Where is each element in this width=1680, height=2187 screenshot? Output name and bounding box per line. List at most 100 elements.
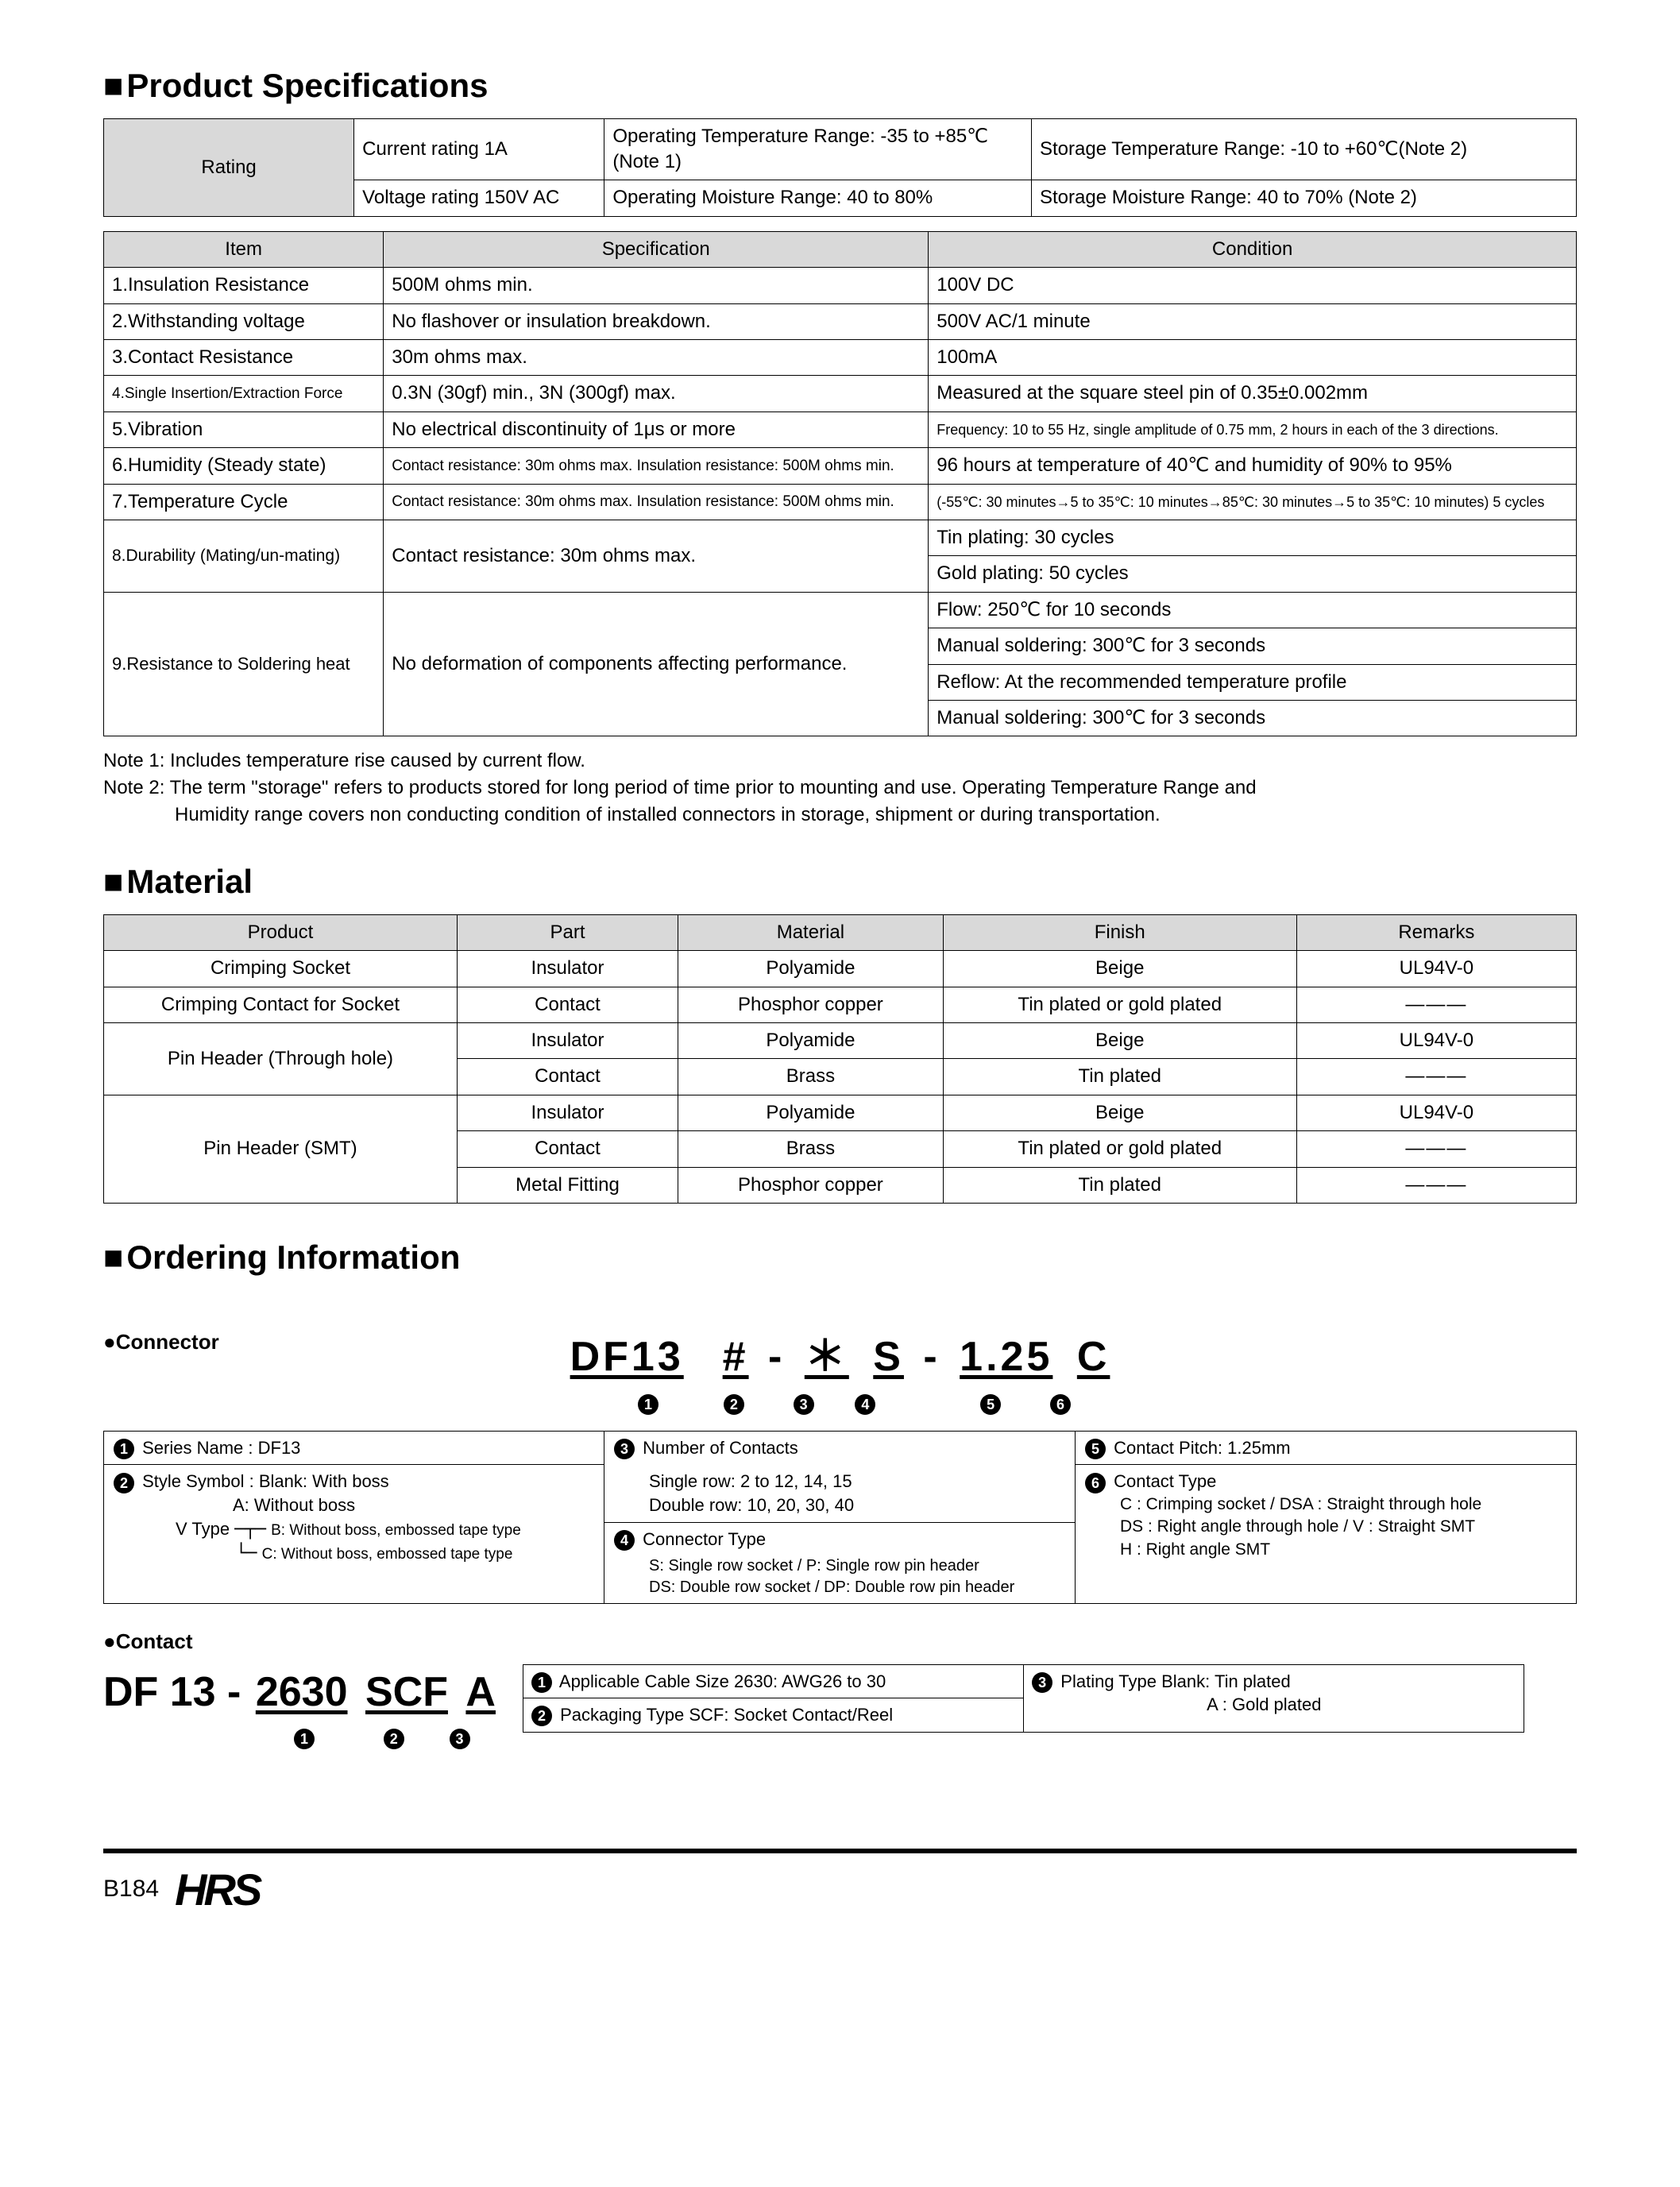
cell: 2 Packaging Type SCF: Socket Contact/Ree… [523,1698,1023,1733]
cell: 100V DC [929,268,1577,303]
subheading-contact: ●Contact [103,1628,1577,1656]
cell: 0.3N (30gf) min., 3N (300gf) max. [384,376,929,412]
cell: 2 Style Symbol : Blank: With boss A: Wit… [104,1465,604,1603]
cell: Metal Fitting [457,1167,678,1203]
note2a: Note 2: The term "storage" refers to pro… [103,775,1577,802]
section-product-spec: ■Product Specifications Rating Current r… [103,64,1577,828]
contact-code: DF 13 - 2630 SCF A 1 2 3 [103,1664,499,1753]
cell: Tin plating: 30 cycles [929,520,1577,555]
cell: Crimping Socket [104,951,458,987]
cell: ——— [1296,987,1576,1022]
section-ordering: ■Ordering Information ●Connector DF13 # … [103,1235,1577,1753]
cell: 500M ohms min. [384,268,929,303]
cell: Voltage rating 150V AC [354,180,604,216]
cell: Gold plating: 50 cycles [929,556,1577,592]
connector-code-numbers: 1 2 3 4 5 6 [103,1388,1577,1418]
cell: UL94V-0 [1296,1022,1576,1058]
contact-info-table: 1 Applicable Cable Size 2630: AWG26 to 3… [523,1664,1524,1733]
cell: Insulator [457,951,678,987]
heading: ■Ordering Information [103,1235,1577,1281]
cell: Manual soldering: 300℃ for 3 seconds [929,700,1577,736]
cell: ——— [1296,1131,1576,1167]
cell: Contact [457,987,678,1022]
cell: No electrical discontinuity of 1μs or mo… [384,412,929,447]
cell: Pin Header (SMT) [104,1095,458,1203]
page-number: B184 [103,1873,159,1906]
page-footer: B184 HRS [103,1849,1577,1920]
cell: 1.Insulation Resistance [104,268,384,303]
cell: 6.Humidity (Steady state) [104,448,384,484]
cell: Single row: 2 to 12, 14, 15 Double row: … [604,1465,1076,1603]
cell: Tin plated or gold plated [943,987,1296,1022]
cell: 1 Applicable Cable Size 2630: AWG26 to 3… [523,1664,1023,1698]
cell: (-55℃: 30 minutes→5 to 35℃: 10 minutes→8… [929,484,1577,520]
cell: Beige [943,1022,1296,1058]
col: Finish [943,914,1296,950]
cell: 3 Plating Type Blank: Tin plated A : Gol… [1024,1664,1524,1732]
cell: 30m ohms max. [384,340,929,376]
cell: Phosphor copper [678,987,944,1022]
cell: Insulator [457,1095,678,1130]
cell: Pin Header (Through hole) [104,1022,458,1095]
cell: Brass [678,1059,944,1095]
notes: Note 1: Includes temperature rise caused… [103,748,1577,828]
cell: 5.Vibration [104,412,384,447]
cell: ——— [1296,1059,1576,1095]
col-cond: Condition [929,231,1577,267]
cell: Storage Temperature Range: -10 to +60℃(N… [1032,118,1577,180]
spec-table: Item Specification Condition 1.Insulatio… [103,231,1577,736]
cell: Tin plated [943,1059,1296,1095]
col: Product [104,914,458,950]
col: Material [678,914,944,950]
cell: Tin plated [943,1167,1296,1203]
heading-text: Ordering Information [126,1238,460,1276]
heading: ■Material [103,860,1577,905]
square-icon: ■ [103,64,123,109]
col-spec: Specification [384,231,929,267]
cell: Contact [457,1059,678,1095]
cell: Operating Moisture Range: 40 to 80% [604,180,1032,216]
cell: 3.Contact Resistance [104,340,384,376]
cell: Manual soldering: 300℃ for 3 seconds [929,628,1577,664]
cell: 5 Contact Pitch: 1.25mm [1076,1432,1576,1466]
cell: Phosphor copper [678,1167,944,1203]
cell: 500V AC/1 minute [929,303,1577,339]
cell: 8.Durability (Mating/un-mating) [104,520,384,592]
cell: 96 hours at temperature of 40℃ and humid… [929,448,1577,484]
cell: 7.Temperature Cycle [104,484,384,520]
col: Remarks [1296,914,1576,950]
heading-text: Material [126,863,253,900]
cell: Crimping Contact for Socket [104,987,458,1022]
connector-code: DF13 # - ＊ S - 1.25 C [103,1329,1577,1385]
cell: Reflow: At the recommended temperature p… [929,664,1577,700]
square-icon: ■ [103,1235,123,1281]
cell: 2.Withstanding voltage [104,303,384,339]
cell: 9.Resistance to Soldering heat [104,592,384,736]
col-item: Item [104,231,384,267]
cell: Storage Moisture Range: 40 to 70% (Note … [1032,180,1577,216]
cell: ——— [1296,1167,1576,1203]
cell: Tin plated or gold plated [943,1131,1296,1167]
cell: 100mA [929,340,1577,376]
cell: Polyamide [678,1022,944,1058]
note1: Note 1: Includes temperature rise caused… [103,748,1577,775]
cell: 4.Single Insertion/Extraction Force [104,376,384,412]
cell: Measured at the square steel pin of 0.35… [929,376,1577,412]
cell: Contact resistance: 30m ohms max. Insula… [384,484,929,520]
section-material: ■Material Product Part Material Finish R… [103,860,1577,1204]
heading-text: Product Specifications [126,67,488,104]
hrs-logo: HRS [175,1860,259,1920]
cell: Beige [943,951,1296,987]
cell: No deformation of components affecting p… [384,592,929,736]
cell: Polyamide [678,1095,944,1130]
contact-block: DF 13 - 2630 SCF A 1 2 3 1 Applicable Ca… [103,1664,1577,1753]
cell: Contact resistance: 30m ohms max. Insula… [384,448,929,484]
material-table: Product Part Material Finish Remarks Cri… [103,914,1577,1204]
heading: ■Product Specifications [103,64,1577,109]
cell: Flow: 250℃ for 10 seconds [929,592,1577,628]
cell: UL94V-0 [1296,951,1576,987]
connector-info-table: 1 Series Name : DF13 3 Number of Contact… [103,1431,1577,1605]
cell: Insulator [457,1022,678,1058]
cell: Beige [943,1095,1296,1130]
rating-table: Rating Current rating 1A Operating Tempe… [103,118,1577,217]
